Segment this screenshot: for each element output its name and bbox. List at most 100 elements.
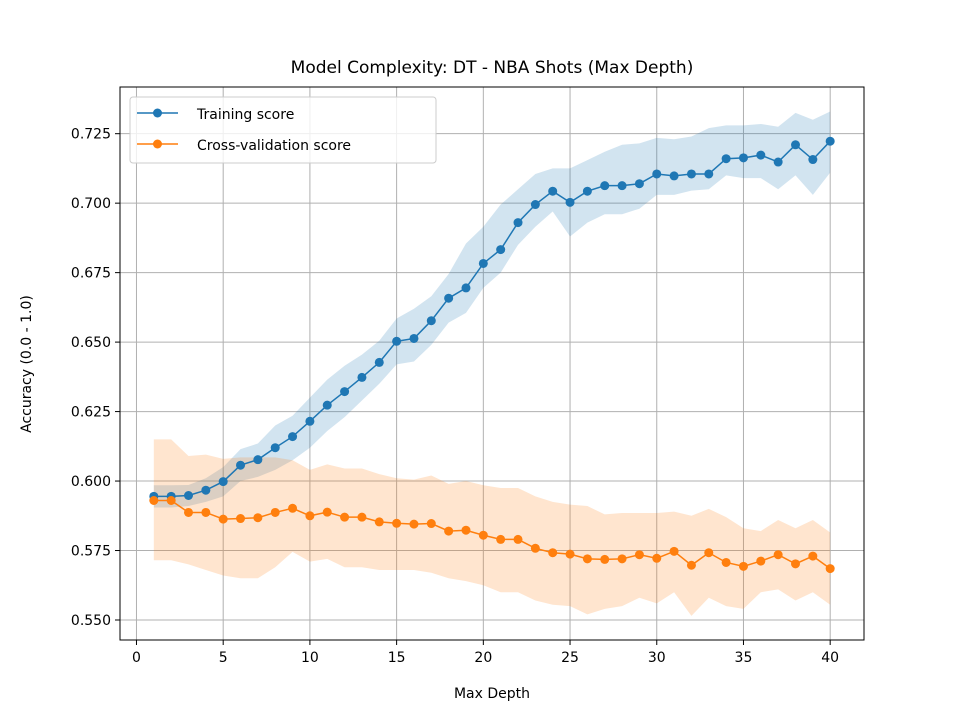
point-training <box>756 150 766 160</box>
legend-box <box>129 96 437 164</box>
point-training <box>357 372 367 382</box>
series-lines <box>153 140 831 570</box>
point-training <box>808 155 818 165</box>
point-training <box>565 197 575 207</box>
point-cv <box>600 554 610 564</box>
point-cv <box>530 543 540 553</box>
point-cv <box>686 560 696 570</box>
point-training <box>340 387 350 397</box>
point-cv <box>756 556 766 566</box>
point-cv <box>773 550 783 560</box>
line-cv <box>153 499 831 570</box>
legend-label-training: Training score <box>196 107 294 123</box>
point-cv <box>409 519 419 529</box>
point-training <box>548 186 558 196</box>
point-cv <box>149 496 159 505</box>
point-training <box>652 169 662 179</box>
point-cv <box>478 530 488 540</box>
point-cv <box>270 507 280 517</box>
point-training <box>738 153 748 163</box>
x-tick-label: 15 <box>388 650 406 666</box>
point-cv <box>825 564 835 574</box>
point-cv <box>565 549 575 559</box>
x-axis-label: Max Depth <box>454 686 530 702</box>
x-tick-label: 10 <box>301 650 319 666</box>
point-cv <box>184 507 193 517</box>
plot-frame <box>119 86 865 641</box>
band-cv <box>153 439 831 616</box>
x-tick-label: 20 <box>474 650 492 666</box>
point-cv <box>617 554 627 564</box>
x-tick-label: 40 <box>821 650 839 666</box>
legend-marker-training <box>153 108 162 118</box>
point-training <box>392 336 402 346</box>
y-tick-label: 0.650 <box>71 335 111 351</box>
y-tick-label: 0.575 <box>71 544 111 560</box>
point-training <box>270 443 280 453</box>
point-training <box>496 245 506 255</box>
y-tick-label: 0.600 <box>71 474 111 490</box>
y-axis-label: Accuracy (0.0 - 1.0) <box>19 295 35 433</box>
point-cv <box>236 514 246 524</box>
point-training <box>374 357 384 367</box>
point-cv <box>253 513 263 523</box>
x-tick-label: 5 <box>219 650 228 666</box>
plot-background <box>120 87 864 640</box>
point-training <box>184 491 193 500</box>
point-training <box>773 157 783 167</box>
point-training <box>530 200 540 210</box>
x-axis-ticks: 0 5 10 15 20 25 30 35 40 <box>132 640 839 666</box>
chart-title: Model Complexity: DT - NBA Shots (Max De… <box>291 58 694 78</box>
point-cv <box>357 512 367 522</box>
point-cv <box>634 550 644 560</box>
point-cv <box>392 518 402 528</box>
y-axis-ticks: 0.550 0.575 0.600 0.625 0.650 0.675 0.700 0.725 <box>71 127 120 629</box>
y-tick-label: 0.675 <box>71 266 111 282</box>
point-training <box>409 333 419 343</box>
point-cv <box>513 534 523 544</box>
point-cv <box>426 519 436 529</box>
point-cv <box>808 551 818 561</box>
point-cv <box>548 548 558 558</box>
point-cv <box>166 496 176 505</box>
point-cv <box>218 514 228 524</box>
x-tick-label: 30 <box>648 650 666 666</box>
point-training <box>478 258 488 268</box>
point-cv <box>461 525 471 535</box>
point-training <box>461 283 471 293</box>
point-training <box>686 169 696 179</box>
point-training <box>600 181 610 191</box>
legend: Training score Cross-validation score <box>129 96 437 164</box>
point-training <box>669 171 679 181</box>
plot-area <box>119 86 865 641</box>
point-training <box>704 169 714 179</box>
point-cv <box>288 503 298 513</box>
legend-label-cv: Cross-validation score <box>197 138 351 154</box>
point-training <box>825 136 835 146</box>
point-cv <box>322 507 332 517</box>
point-training <box>218 477 228 487</box>
point-training <box>201 485 211 495</box>
point-training <box>513 218 523 228</box>
point-training <box>236 460 246 470</box>
y-tick-label: 0.725 <box>71 127 111 143</box>
point-training <box>444 293 454 303</box>
point-training <box>634 179 644 189</box>
point-cv <box>582 554 592 564</box>
point-cv <box>721 557 731 567</box>
point-cv <box>444 526 454 536</box>
point-cv <box>305 511 315 521</box>
point-training <box>791 140 800 150</box>
point-training <box>721 154 731 164</box>
legend-marker-cv <box>153 139 162 149</box>
point-cv <box>496 534 506 544</box>
y-tick-label: 0.550 <box>71 613 111 629</box>
point-training <box>253 455 263 465</box>
point-training <box>426 316 436 326</box>
x-tick-label: 0 <box>132 650 141 666</box>
y-tick-label: 0.625 <box>71 405 111 421</box>
line-training <box>153 140 831 498</box>
point-cv <box>652 553 662 563</box>
point-cv <box>669 546 679 556</box>
